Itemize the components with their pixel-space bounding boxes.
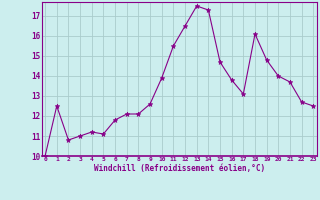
- X-axis label: Windchill (Refroidissement éolien,°C): Windchill (Refroidissement éolien,°C): [94, 164, 265, 173]
